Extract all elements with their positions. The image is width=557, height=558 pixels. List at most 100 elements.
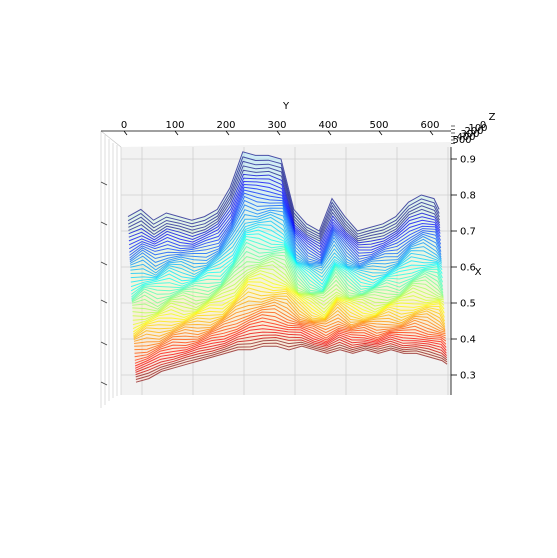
y-tick-mark-2 bbox=[225, 130, 230, 136]
surface-line-17 bbox=[130, 213, 442, 274]
z-tick-label-5: 500 bbox=[452, 135, 471, 146]
surface-line-49 bbox=[134, 314, 446, 358]
y-tick-mark-1 bbox=[174, 130, 179, 136]
left-tick-2 bbox=[100, 261, 108, 266]
surface-line-33 bbox=[132, 264, 444, 314]
surface-line-34 bbox=[132, 267, 444, 318]
x-tick-label-3: 0.6 bbox=[460, 263, 476, 274]
surface-line-9 bbox=[128, 186, 441, 257]
surface-line-2 bbox=[128, 160, 440, 238]
surface-line-36 bbox=[132, 273, 445, 326]
surface-line-52 bbox=[134, 324, 447, 367]
surface-line-14 bbox=[129, 204, 442, 267]
surface-line-51 bbox=[134, 320, 447, 364]
surface-line-19 bbox=[130, 220, 442, 278]
surface-line-56 bbox=[135, 336, 448, 376]
z-axis-title: Z bbox=[489, 112, 496, 123]
y-axis-ticks: 0 100 200 300 400 500 600 bbox=[121, 120, 440, 136]
left-tick-1 bbox=[100, 221, 108, 226]
surface-line-29 bbox=[131, 254, 444, 304]
x-tick-label-4: 0.7 bbox=[460, 227, 476, 238]
x-tick-label-6: 0.9 bbox=[460, 155, 476, 166]
y-tick-mark-0 bbox=[123, 130, 128, 136]
y-tick-label-3: 300 bbox=[267, 120, 286, 131]
x-tick-label-5: 0.8 bbox=[460, 191, 476, 202]
surface-line-3 bbox=[128, 165, 440, 240]
y-tick-label-0: 0 bbox=[121, 120, 127, 131]
surface-line-32 bbox=[132, 260, 444, 312]
left-tick-4 bbox=[100, 341, 108, 346]
y-axis-title: Y bbox=[282, 101, 290, 112]
y-tick-label-4: 400 bbox=[318, 120, 337, 131]
left-tick-0 bbox=[100, 181, 108, 186]
z-tick-label-4: 400 bbox=[456, 132, 475, 143]
surface-line-53 bbox=[134, 328, 447, 369]
surface-line-6 bbox=[128, 177, 441, 248]
z-tick-label-2: 200 bbox=[464, 126, 483, 137]
surface-line-59 bbox=[135, 345, 448, 383]
surface-line-1 bbox=[127, 156, 440, 235]
surface-line-30 bbox=[131, 255, 444, 308]
left-tick-3 bbox=[100, 299, 108, 304]
x-tick-label-1: 0.4 bbox=[460, 335, 476, 346]
surface-line-55 bbox=[135, 334, 447, 373]
y-tick-mark-6 bbox=[429, 130, 434, 136]
surface-line-57 bbox=[135, 339, 448, 378]
surface-line-35 bbox=[132, 270, 445, 321]
surface-line-24 bbox=[131, 235, 443, 295]
surface-line-40 bbox=[133, 287, 445, 337]
y-tick-label-6: 600 bbox=[420, 120, 439, 131]
surface-line-42 bbox=[133, 295, 446, 339]
surface-line-31 bbox=[132, 257, 444, 310]
x-axis-ticks: 0.3 0.4 0.5 0.6 0.7 0.8 0.9 bbox=[100, 155, 476, 386]
surface-line-47 bbox=[134, 308, 446, 351]
surface-line-18 bbox=[130, 216, 442, 276]
x-axis-title: X bbox=[475, 267, 482, 278]
surface-line-8 bbox=[128, 183, 441, 254]
z-tick-label-3: 300 bbox=[460, 129, 479, 140]
y-tick-label-5: 500 bbox=[369, 120, 388, 131]
left-tick-5 bbox=[100, 381, 108, 386]
x-tick-label-0: 0.3 bbox=[460, 371, 476, 382]
surface-line-43 bbox=[133, 297, 446, 341]
surface-line-44 bbox=[133, 299, 446, 342]
surface-line-54 bbox=[135, 331, 447, 371]
surface-line-39 bbox=[132, 283, 445, 335]
surface-line-58 bbox=[135, 342, 448, 380]
x-tick-label-2: 0.5 bbox=[460, 299, 476, 310]
surface-line-5 bbox=[128, 173, 441, 245]
pane-edges bbox=[100, 130, 122, 408]
surface-line-41 bbox=[133, 291, 446, 338]
surface-line-38 bbox=[132, 281, 445, 333]
surface-line-37 bbox=[132, 277, 445, 330]
surface-line-27 bbox=[131, 245, 444, 301]
surface-line-11 bbox=[129, 192, 442, 261]
surface-line-13 bbox=[129, 199, 442, 265]
surface-lines bbox=[127, 151, 448, 383]
surface-line-4 bbox=[128, 169, 441, 242]
y-tick-label-1: 100 bbox=[165, 120, 184, 131]
surface-line-21 bbox=[130, 226, 443, 283]
surface-line-26 bbox=[131, 241, 444, 300]
surface-line-25 bbox=[131, 238, 443, 298]
surface-line-22 bbox=[130, 229, 443, 288]
surface-line-16 bbox=[130, 211, 442, 271]
surface-line-12 bbox=[129, 195, 442, 263]
y-tick-mark-4 bbox=[327, 130, 332, 136]
surface-line-50 bbox=[134, 317, 447, 361]
z-tick-label-0: 0 bbox=[480, 120, 486, 131]
surface-line-10 bbox=[129, 189, 441, 259]
surface-line-0 bbox=[127, 151, 440, 232]
surface-line-7 bbox=[128, 180, 441, 251]
z-tick-label-1: 100 bbox=[468, 123, 487, 134]
surface-line-45 bbox=[134, 301, 446, 344]
surface-line-46 bbox=[134, 304, 446, 347]
y-tick-mark-3 bbox=[276, 130, 281, 136]
surface-line-48 bbox=[134, 311, 446, 354]
surface-line-20 bbox=[130, 224, 443, 279]
y-tick-label-2: 200 bbox=[216, 120, 235, 131]
y-tick-mark-5 bbox=[378, 130, 383, 136]
surface-line-15 bbox=[129, 209, 442, 268]
surface-line-28 bbox=[131, 250, 444, 302]
